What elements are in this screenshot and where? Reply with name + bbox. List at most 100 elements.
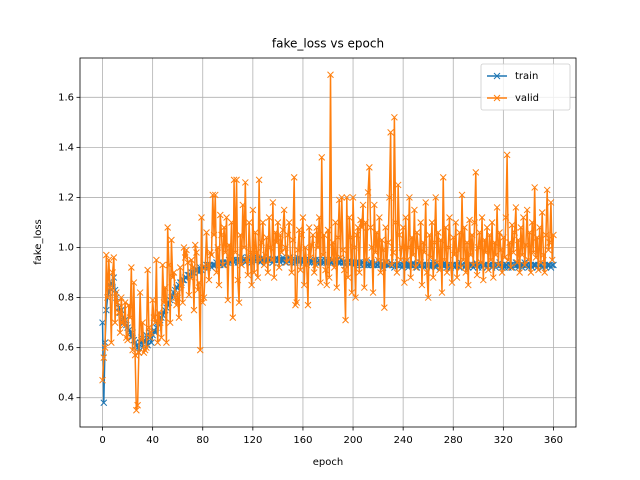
data-point: [135, 349, 143, 357]
data-point: [99, 376, 106, 384]
data-point: [186, 274, 194, 281]
data-point: [189, 264, 197, 271]
data-point: [243, 256, 250, 264]
plot-frame: [79, 57, 577, 428]
data-point: [272, 229, 279, 236]
data-point: [550, 261, 557, 269]
data-point: [548, 256, 556, 264]
data-point: [520, 214, 527, 221]
data-point: [128, 264, 135, 271]
data-point: [139, 319, 146, 326]
legend-marker: [493, 72, 501, 80]
data-point: [486, 231, 493, 239]
data-point: [245, 219, 253, 226]
data-point: [114, 299, 121, 306]
data-point: [414, 244, 422, 251]
data-point: [138, 336, 145, 344]
data-point: [208, 251, 215, 259]
data-point: [136, 289, 144, 296]
data-point: [394, 181, 402, 189]
data-point: [381, 304, 388, 311]
data-point: [454, 246, 462, 254]
data-point: [307, 254, 314, 261]
data-point: [462, 269, 470, 276]
data-point: [257, 256, 264, 264]
data-point: [298, 231, 306, 239]
data-point: [235, 299, 243, 306]
data-point: [496, 229, 503, 236]
data-point: [451, 251, 458, 259]
data-point: [404, 244, 412, 251]
data-point: [209, 261, 217, 269]
y-axis-label: fake_loss: [33, 219, 44, 265]
data-point: [250, 269, 258, 276]
data-point: [401, 279, 408, 286]
data-point: [379, 246, 387, 254]
data-point: [517, 224, 525, 231]
data-point: [502, 214, 510, 221]
data-point: [228, 219, 235, 226]
data-point: [226, 256, 234, 264]
data-point: [107, 339, 115, 346]
data-point: [367, 224, 374, 231]
data-point: [387, 128, 394, 136]
x-tick-label: 120: [243, 435, 262, 446]
data-point: [492, 251, 500, 259]
data-point: [481, 236, 488, 244]
data-point: [327, 71, 334, 79]
data-point: [224, 296, 232, 304]
data-point: [498, 269, 506, 276]
data-point: [120, 321, 128, 329]
data-point: [523, 206, 531, 214]
data-point: [314, 244, 322, 251]
data-point: [469, 261, 477, 269]
x-tick-label: 160: [293, 435, 312, 446]
data-point: [391, 113, 398, 121]
chart-title: fake_loss vs epoch: [272, 37, 384, 51]
data-point: [249, 206, 257, 214]
data-point: [282, 244, 289, 251]
data-point: [550, 231, 557, 239]
data-point: [491, 239, 498, 246]
data-point: [294, 246, 302, 254]
data-point: [305, 224, 313, 231]
data-point: [236, 231, 244, 239]
data-point: [149, 296, 156, 304]
data-point: [165, 261, 173, 269]
legend-marker: [493, 94, 501, 102]
data-point: [376, 214, 383, 221]
data-point: [308, 241, 316, 249]
data-point: [369, 289, 377, 296]
data-point: [476, 229, 483, 236]
data-point: [130, 279, 138, 286]
data-point: [241, 179, 249, 186]
data-point: [330, 264, 338, 271]
data-point: [423, 269, 431, 276]
data-point: [487, 256, 495, 264]
data-point: [269, 199, 277, 206]
data-point: [319, 251, 327, 259]
data-point: [439, 174, 447, 181]
data-point: [328, 256, 336, 264]
data-point: [377, 269, 384, 276]
data-point: [365, 164, 373, 171]
data-point: [344, 274, 352, 281]
data-point: [338, 194, 346, 201]
data-point: [125, 301, 133, 309]
data-point: [383, 259, 391, 266]
data-point: [422, 199, 430, 206]
data-point: [205, 276, 213, 284]
data-point: [411, 206, 418, 214]
data-point: [452, 219, 460, 226]
data-point: [348, 289, 356, 296]
data-point: [453, 274, 461, 281]
data-point: [373, 229, 381, 236]
data-point: [482, 249, 490, 256]
y-tick-label: 1.4: [58, 142, 74, 153]
data-point: [429, 274, 437, 281]
data-point: [100, 354, 108, 362]
data-point: [158, 334, 165, 341]
data-point: [214, 244, 222, 251]
data-point: [334, 234, 342, 241]
data-point: [288, 269, 296, 276]
